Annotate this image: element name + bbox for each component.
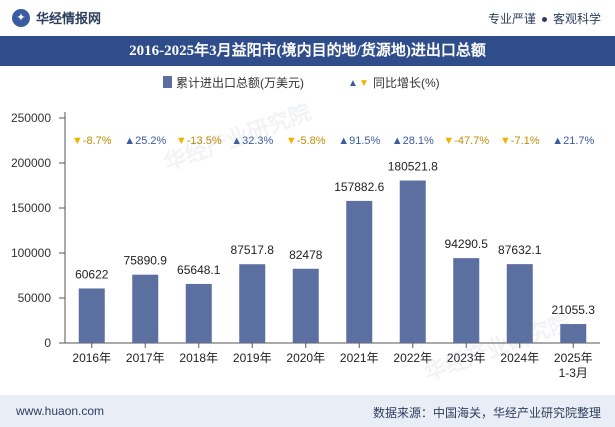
data-label: 21055.3	[552, 303, 596, 317]
bar	[399, 180, 426, 343]
data-label: 60622	[75, 267, 109, 281]
bar	[453, 258, 480, 343]
y-tick-label: 50000	[18, 291, 52, 305]
growth-label: ▲91.5%	[338, 135, 380, 147]
bar	[292, 268, 319, 343]
slogan-right: 客观科学	[552, 12, 601, 26]
bar	[560, 324, 587, 343]
legend-bar-swatch	[163, 76, 172, 88]
bar	[346, 200, 373, 343]
growth-label: ▲32.3%	[231, 135, 273, 147]
data-label: 157882.6	[334, 180, 384, 194]
top-bar: ✦ 华经情报网 专业严谨 客观科学	[0, 0, 615, 36]
y-tick-label: 200000	[11, 156, 51, 170]
data-label: 82478	[289, 248, 323, 262]
y-tick-label: 150000	[11, 201, 51, 215]
x-tick-label: 2025年	[554, 351, 593, 365]
bar	[239, 264, 266, 343]
brand[interactable]: ✦ 华经情报网	[12, 8, 101, 27]
footer-source: 数据来源：中国海关，华经产业研究院整理	[372, 406, 601, 420]
growth-label: ▼-47.7%	[443, 135, 489, 147]
data-label: 94290.5	[445, 237, 489, 251]
chart-title: 2016-2025年3月益阳市(境内目的地/货源地)进出口总额	[0, 36, 615, 66]
y-tick-label: 0	[44, 336, 51, 350]
data-label: 75890.9	[124, 254, 168, 268]
x-tick-label: 2023年	[447, 351, 486, 365]
growth-label: ▲21.7%	[552, 135, 594, 147]
x-tick-label: 2024年	[500, 351, 539, 365]
brand-logo-icon: ✦	[12, 8, 30, 27]
slogan-left: 专业严谨	[487, 12, 536, 26]
x-tick-label: 2016年	[72, 351, 111, 365]
growth-label: ▼-13.5%	[176, 135, 222, 147]
legend-label-growth: 同比增长(%)	[373, 76, 440, 90]
brand-name: 华经情报网	[36, 11, 102, 26]
legend-label-total: 累计进出口总额(万美元)	[176, 76, 304, 90]
x-tick-label: 1-3月	[559, 366, 588, 380]
legend-down-icon: ▼	[359, 78, 369, 89]
bar	[506, 264, 533, 343]
dot-icon	[541, 17, 547, 23]
growth-label: ▼-5.8%	[286, 135, 326, 147]
growth-label: ▼-8.7%	[72, 135, 112, 147]
legend: 累计进出口总额(万美元) ▲ ▼ 同比增长(%)	[163, 76, 440, 90]
data-label: 65648.1	[177, 263, 221, 277]
y-tick-label: 250000	[11, 111, 51, 125]
bar	[78, 288, 105, 343]
x-tick-label: 2019年	[233, 351, 272, 365]
footer: www.huaon.com 数据来源：中国海关，华经产业研究院整理	[0, 395, 615, 427]
data-label: 87632.1	[498, 243, 542, 257]
slogan: 专业严谨 客观科学	[488, 10, 601, 27]
x-tick-label: 2021年	[340, 351, 379, 365]
data-label: 180521.8	[388, 160, 438, 174]
bar	[132, 274, 159, 343]
x-tick-label: 2020年	[286, 351, 325, 365]
x-tick-label: 2022年	[393, 351, 432, 365]
growth-label: ▲25.2%	[124, 135, 166, 147]
y-tick-label: 100000	[11, 246, 51, 260]
chart-area: 累计进出口总额(万美元) ▲ ▼ 同比增长(%) 0 50000 100000 150000 2…	[11, 76, 600, 380]
growth-label: ▼-7.1%	[500, 135, 540, 147]
bar	[185, 283, 212, 343]
footer-url[interactable]: www.huaon.com	[16, 404, 105, 418]
x-tick-label: 2017年	[126, 351, 165, 365]
growth-label: ▲28.1%	[392, 135, 434, 147]
data-label: 87517.8	[231, 243, 275, 257]
x-tick-label: 2018年	[179, 351, 218, 365]
legend-up-icon: ▲	[348, 78, 358, 89]
